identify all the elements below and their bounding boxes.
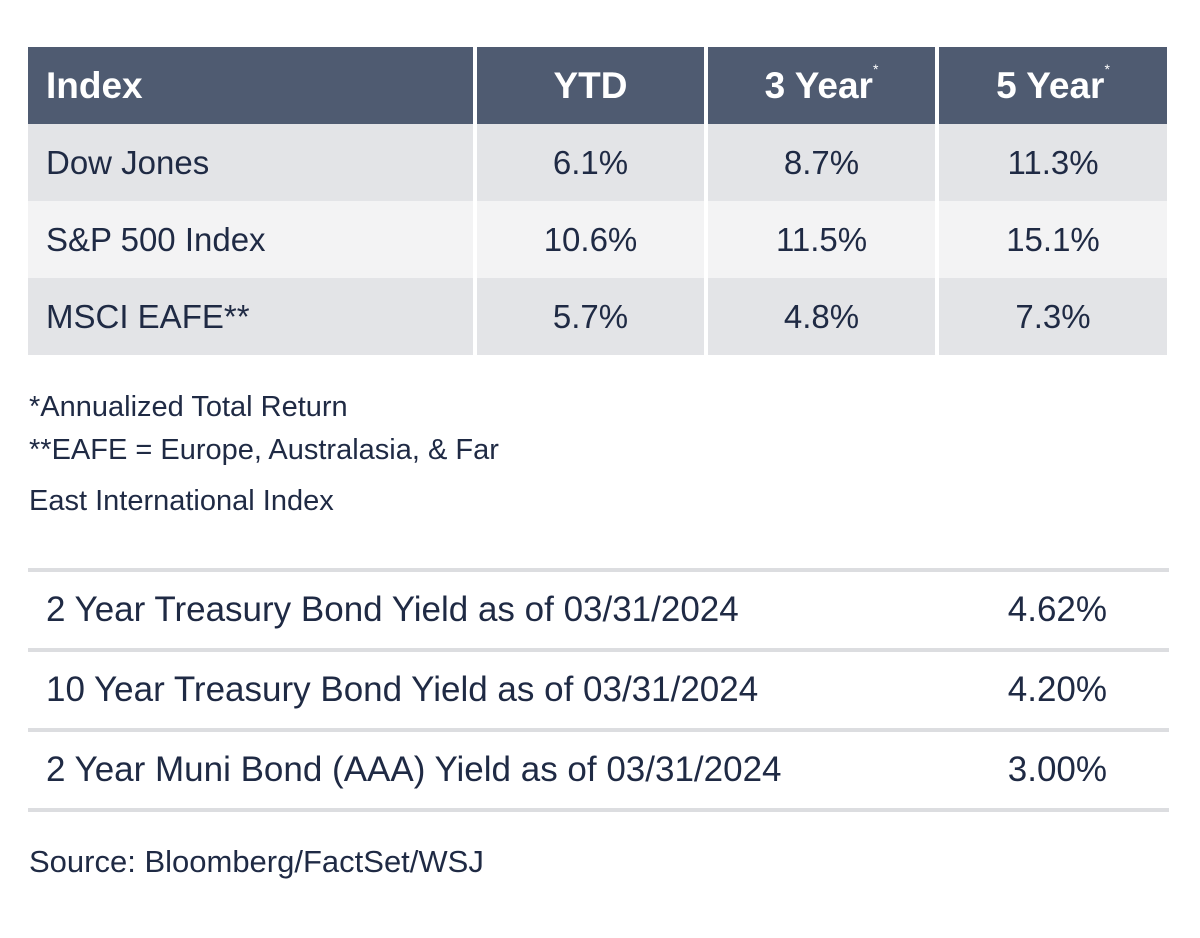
header-3-year-footnote-mark: * [872,60,879,77]
footnotes: *Annualized Total Return **EAFE = Europe… [29,386,499,523]
table-row: MSCI EAFE** 5.7% 4.8% 7.3% [28,278,1167,355]
footnote-annualized: *Annualized Total Return [29,391,348,423]
yield-label: 2 Year Muni Bond (AAA) Yield as of 03/31… [46,750,782,789]
yield-value: 4.20% [1007,670,1107,709]
row-3-year-value: 8.7% [706,124,939,201]
table-row: Dow Jones 6.1% 8.7% 11.3% [28,124,1167,201]
yield-value: 3.00% [1007,750,1107,789]
header-5-year: 5 Year* [937,47,1167,124]
source-note: Source: Bloomberg/FactSet/WSJ [29,844,484,879]
table-row: 10 Year Treasury Bond Yield as of 03/31/… [28,648,1169,728]
header-3-year-label: 3 Year [764,64,873,106]
header-3-year: 3 Year* [706,47,939,124]
row-3-year-value: 4.8% [706,278,939,355]
row-5-year-value: 11.3% [937,124,1167,201]
header-ytd-label: YTD [553,64,628,106]
row-index-name: Dow Jones [28,124,477,201]
row-ytd-value: 5.7% [475,278,708,355]
header-5-year-label: 5 Year [996,64,1105,106]
row-index-name: S&P 500 Index [28,201,477,278]
table-row: S&P 500 Index 10.6% 11.5% 15.1% [28,201,1167,278]
table-row: 2 Year Muni Bond (AAA) Yield as of 03/31… [28,728,1169,812]
returns-table-header: Index YTD 3 Year* 5 Year* [28,47,1167,124]
yield-label: 10 Year Treasury Bond Yield as of 03/31/… [46,670,759,709]
header-row: Index YTD 3 Year* 5 Year* [28,47,1167,124]
footnote-eafe-continued: East International Index [29,485,334,517]
row-ytd-value: 10.6% [475,201,708,278]
table-row: 2 Year Treasury Bond Yield as of 03/31/2… [28,568,1169,648]
row-5-year-value: 15.1% [937,201,1167,278]
header-ytd: YTD [475,47,708,124]
yield-value: 4.62% [1007,590,1107,629]
yield-label: 2 Year Treasury Bond Yield as of 03/31/2… [46,590,739,629]
row-ytd-value: 6.1% [475,124,708,201]
row-3-year-value: 11.5% [706,201,939,278]
index-returns-table: Index YTD 3 Year* 5 Year* Dow Jones 6.1%… [28,47,1167,355]
bond-yields-table: 2 Year Treasury Bond Yield as of 03/31/2… [28,568,1169,812]
header-index: Index [28,47,477,124]
footnote-eafe: **EAFE = Europe, Australasia, & Far [29,434,499,466]
row-index-name: MSCI EAFE** [28,278,477,355]
row-5-year-value: 7.3% [937,278,1167,355]
header-5-year-footnote-mark: * [1104,60,1110,77]
returns-table-body: Dow Jones 6.1% 8.7% 11.3% S&P 500 Index … [28,124,1167,355]
header-index-label: Index [46,64,143,106]
